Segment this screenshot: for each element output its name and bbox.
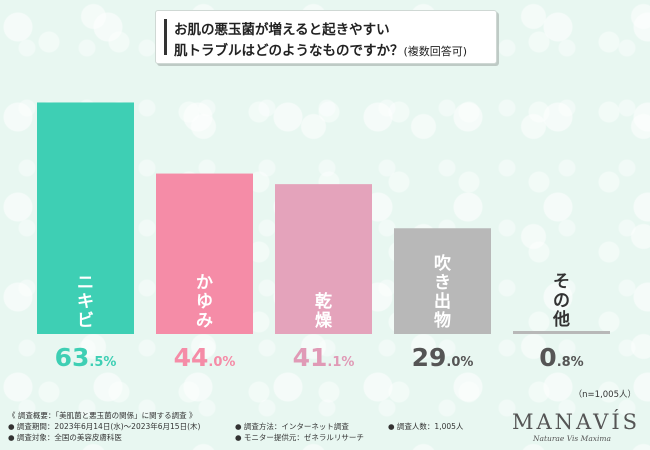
footer-survey-period: ● 調査期間：2023年6月14日(水)～2023年6月15日(木) [8, 422, 201, 431]
bar-3 [394, 228, 491, 334]
bar-1 [156, 173, 253, 334]
category-label-4: その他 [552, 272, 570, 330]
chart-title-box: お肌の悪玉菌が増えると起きやすい 肌トラブルはどのようなものですか？(複数回答可… [155, 10, 497, 64]
brand-logo-tagline: Naturae Vis Maxima [532, 434, 612, 443]
bar-2 [275, 184, 372, 334]
brand-logo-main: MANAVÍS [512, 410, 641, 434]
footer-monitor-provider: ● モニター提供元：ゼネラルリサーチ [235, 433, 364, 442]
value-label-4: 0.8% [539, 343, 583, 372]
footer-sample-count: ● 調査人数：1,005人 [388, 422, 464, 431]
sample-size-note: （n=1,005人） [573, 390, 636, 400]
footer-survey-target: ● 調査対象：全国の美容皮膚科医 [8, 433, 122, 442]
value-label-1: 44.0% [174, 343, 236, 372]
category-label-1: かゆみ [196, 273, 213, 331]
category-label-2: 乾燥 [315, 291, 333, 331]
value-label-2: 41.1% [293, 343, 355, 372]
title-accent-bar [164, 19, 167, 55]
value-label-3: 29.0% [412, 343, 474, 372]
category-label-0: ニキビ [77, 273, 94, 331]
bar-4 [513, 331, 610, 334]
chart-title-line2-main: 肌トラブルはどのようなものですか？ [174, 43, 404, 59]
category-label-3: 吹き出物 [434, 253, 452, 331]
chart-title-line2: 肌トラブルはどのようなものですか？(複数回答可) [174, 39, 467, 59]
chart-title-line2-suffix: (複数回答可) [403, 45, 468, 58]
footer-survey-title: 《 調査概要：「美肌菌と悪玉菌の関係」に関する調査 》 [8, 411, 197, 420]
footer-survey-method: ● 調査方法：インターネット調査 [235, 422, 349, 431]
brand-logo: MANAVÍS Naturae Vis Maxima [512, 410, 641, 443]
value-label-0: 63.5% [55, 343, 117, 372]
chart-title-line1: お肌の悪玉菌が増えると起きやすい [174, 22, 390, 38]
bar-0 [37, 102, 134, 334]
